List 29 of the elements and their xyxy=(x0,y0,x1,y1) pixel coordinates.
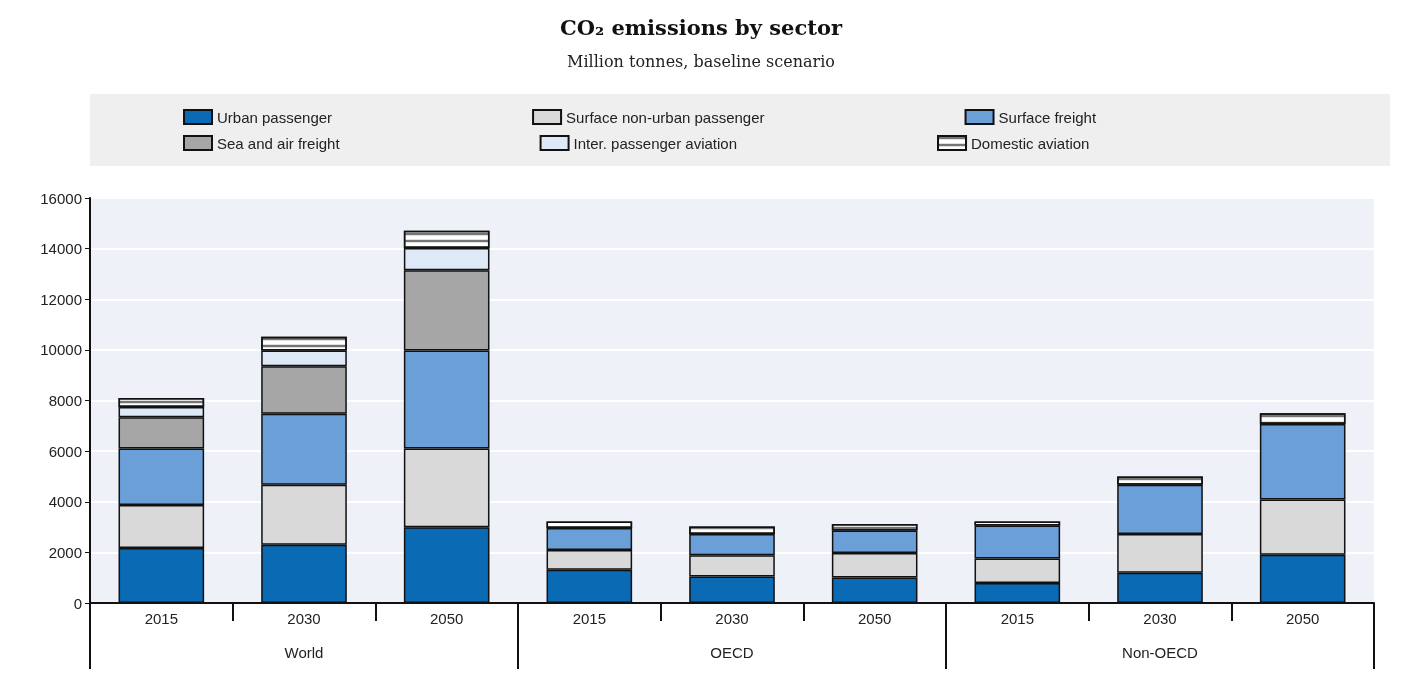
chart-subtitle: Million tonnes, baseline scenario xyxy=(567,51,835,71)
legend-label: Surface non-urban passenger xyxy=(566,108,765,126)
legend-label: Sea and air freight xyxy=(217,134,341,152)
x-tick-label: 2030 xyxy=(715,610,749,627)
legend-label: Domestic aviation xyxy=(971,134,1090,152)
legend-label: Urban passenger xyxy=(217,108,333,126)
y-tick-label: 0 xyxy=(73,594,82,612)
y-tick-label: 6000 xyxy=(48,442,82,460)
x-tick-label: 2030 xyxy=(287,610,321,627)
y-tick-label: 12000 xyxy=(40,290,82,308)
y-tick-label: 8000 xyxy=(48,392,82,409)
y-tick-label: 2000 xyxy=(48,543,82,561)
x-tick-label: 2015 xyxy=(144,610,179,627)
x-tick-label: 2030 xyxy=(1143,610,1177,627)
legend-label: Inter. passenger aviation xyxy=(573,134,738,152)
text: World xyxy=(284,644,324,661)
text: OECD xyxy=(710,644,754,661)
x-tick-label: 2015 xyxy=(1000,610,1035,627)
y-tick-label: 16000 xyxy=(40,189,82,207)
x-tick-label: 2015 xyxy=(572,610,607,627)
legend-label: Surface freight xyxy=(998,108,1097,126)
x-tick-label: 2050 xyxy=(1285,610,1320,627)
x-tick-label: 2050 xyxy=(429,610,464,627)
chart-title: CO₂ emissions by sector xyxy=(559,15,843,40)
y-tick-label: 14000 xyxy=(40,240,82,258)
text: Non-OECD xyxy=(1122,644,1199,661)
x-tick-label: 2050 xyxy=(857,610,892,627)
y-tick-label: 4000 xyxy=(48,493,82,511)
y-tick-label: 10000 xyxy=(40,341,82,359)
